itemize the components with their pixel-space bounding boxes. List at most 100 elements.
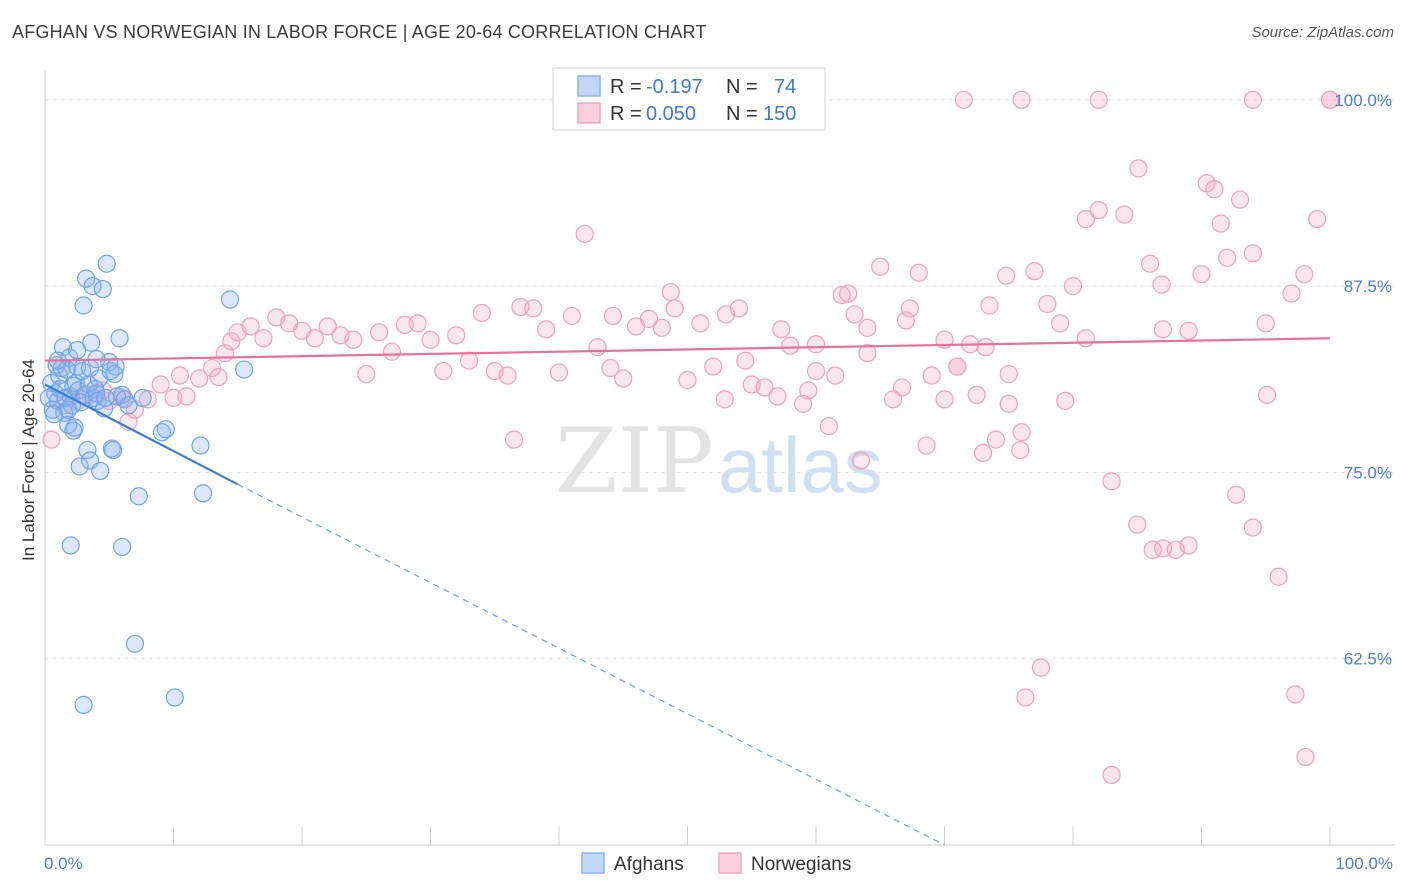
norwegians-point-105 <box>954 90 973 109</box>
legend-n-value-norwegians: 150 <box>763 103 796 125</box>
norwegians-point-31 <box>382 342 402 361</box>
afghans-point-47 <box>105 364 124 384</box>
y-tick-label-3: 100.0% <box>1334 91 1392 110</box>
norwegians-point-45 <box>562 306 581 326</box>
legend-swatch-afghans <box>577 75 601 97</box>
norwegians-point-93 <box>1179 321 1198 340</box>
norwegians-point-133 <box>603 306 623 326</box>
afghans-point-22 <box>70 457 89 476</box>
norwegians-point-112 <box>1102 765 1121 785</box>
x-tick-label-0: 0.0% <box>44 854 83 873</box>
norwegians-point-123 <box>839 284 858 303</box>
afghans-point-42 <box>97 254 116 273</box>
source-credit: Source: ZipAtlas.com <box>1251 24 1394 41</box>
norwegians-point-129 <box>976 338 995 357</box>
norwegians-point-140 <box>858 344 877 363</box>
afghans-point-63 <box>235 360 254 379</box>
norwegians-point-0 <box>42 430 61 449</box>
norwegians-point-66 <box>832 285 851 305</box>
norwegians-points <box>42 90 1340 785</box>
norwegians-point-124 <box>892 378 912 397</box>
norwegians-point-43 <box>537 320 556 339</box>
norwegians-point-21 <box>254 329 273 348</box>
trend-lines <box>44 337 1331 846</box>
norwegians-point-127 <box>948 357 967 376</box>
norwegians-point-65 <box>819 417 838 436</box>
norwegians-point-63 <box>794 394 813 413</box>
norwegians-point-136 <box>736 351 755 370</box>
norwegians-point-20 <box>241 317 260 336</box>
norwegians-point-44 <box>549 363 569 382</box>
norwegians-point-148 <box>851 451 871 470</box>
legend-swatch-norwegians <box>577 102 601 124</box>
norwegians-point-121 <box>999 394 1018 413</box>
norwegians-point-125 <box>917 436 936 455</box>
legend-n-label-norwegians: N = <box>726 103 758 125</box>
norwegians-point-33 <box>408 314 427 333</box>
norwegians-point-147 <box>1296 747 1315 767</box>
norwegians-point-28 <box>344 330 363 349</box>
norwegians-point-116 <box>1243 518 1263 537</box>
norwegians-point-135 <box>715 390 734 409</box>
afghans-point-31 <box>82 333 101 352</box>
norwegians-point-132 <box>504 430 524 449</box>
norwegians-point-138 <box>799 381 818 400</box>
afghans-point-25 <box>74 296 93 315</box>
chart-title: AFGHAN VS NORWEGIAN IN LABOR FORCE | AGE… <box>12 22 707 42</box>
norwegians-point-29 <box>357 364 376 384</box>
afghans-point-50 <box>110 329 129 348</box>
y-tick-label-0: 62.5% <box>1344 650 1392 669</box>
afghans-point-46 <box>104 440 123 460</box>
norwegians-point-10 <box>151 375 170 394</box>
bottom-legend-swatch-afghans <box>581 852 605 874</box>
gridlines <box>45 99 1395 660</box>
norwegians-point-141 <box>900 299 919 318</box>
watermark-zip: ZIP <box>555 409 714 514</box>
afghans-trend-line <box>44 383 239 486</box>
norwegians-point-71 <box>896 311 916 330</box>
norwegians-point-144 <box>1152 275 1171 294</box>
norwegians-point-64 <box>806 361 826 381</box>
norwegians-point-61 <box>768 387 787 406</box>
norwegians-point-96 <box>1218 248 1237 267</box>
norwegians-point-120 <box>1129 159 1148 178</box>
axes <box>44 70 1395 846</box>
norwegians-point-82 <box>1038 294 1057 314</box>
norwegians-point-149 <box>1011 440 1030 460</box>
legend: R = -0.197 N = 74 R = 0.050 N = 150 <box>552 67 826 131</box>
afghans-point-35 <box>87 384 106 403</box>
norwegians-point-90 <box>1140 254 1160 273</box>
norwegians-point-74 <box>935 390 954 409</box>
norwegians-point-42 <box>524 299 543 318</box>
norwegians-point-130 <box>997 266 1016 285</box>
norwegians-point-26 <box>318 317 337 336</box>
afghans-point-59 <box>165 688 184 707</box>
bottom-legend-swatch-norwegians <box>718 852 742 874</box>
norwegians-point-34 <box>421 330 440 349</box>
afghans-point-69 <box>59 400 78 419</box>
afghans-point-66 <box>74 695 93 715</box>
afghans-point-65 <box>112 537 132 557</box>
norwegians-point-89 <box>1128 515 1147 534</box>
norwegians-point-18 <box>222 332 241 351</box>
afghans-point-32 <box>83 277 102 296</box>
legend-r-value-afghans: -0.197 <box>646 76 703 98</box>
norwegians-point-128 <box>967 385 986 405</box>
norwegians-point-139 <box>826 366 845 385</box>
norwegians-point-78 <box>986 430 1006 449</box>
legend-r-label-norwegians: R = <box>610 103 642 125</box>
x-tick-label-1: 100.0% <box>1335 854 1393 873</box>
afghans-point-1 <box>42 373 61 393</box>
afghans-point-39 <box>93 279 112 299</box>
norwegians-point-46 <box>575 224 594 244</box>
norwegians-point-114 <box>1153 539 1173 558</box>
norwegians-point-101 <box>1282 284 1301 303</box>
x-tick-labels: 0.0% 100.0% <box>44 854 1393 873</box>
afghans-point-56 <box>133 388 152 407</box>
norwegians-point-16 <box>209 367 228 387</box>
norwegians-point-109 <box>1320 90 1340 109</box>
norwegians-point-99 <box>1256 314 1275 333</box>
afghans-trend-extension <box>237 483 945 846</box>
norwegians-point-52 <box>652 318 671 337</box>
